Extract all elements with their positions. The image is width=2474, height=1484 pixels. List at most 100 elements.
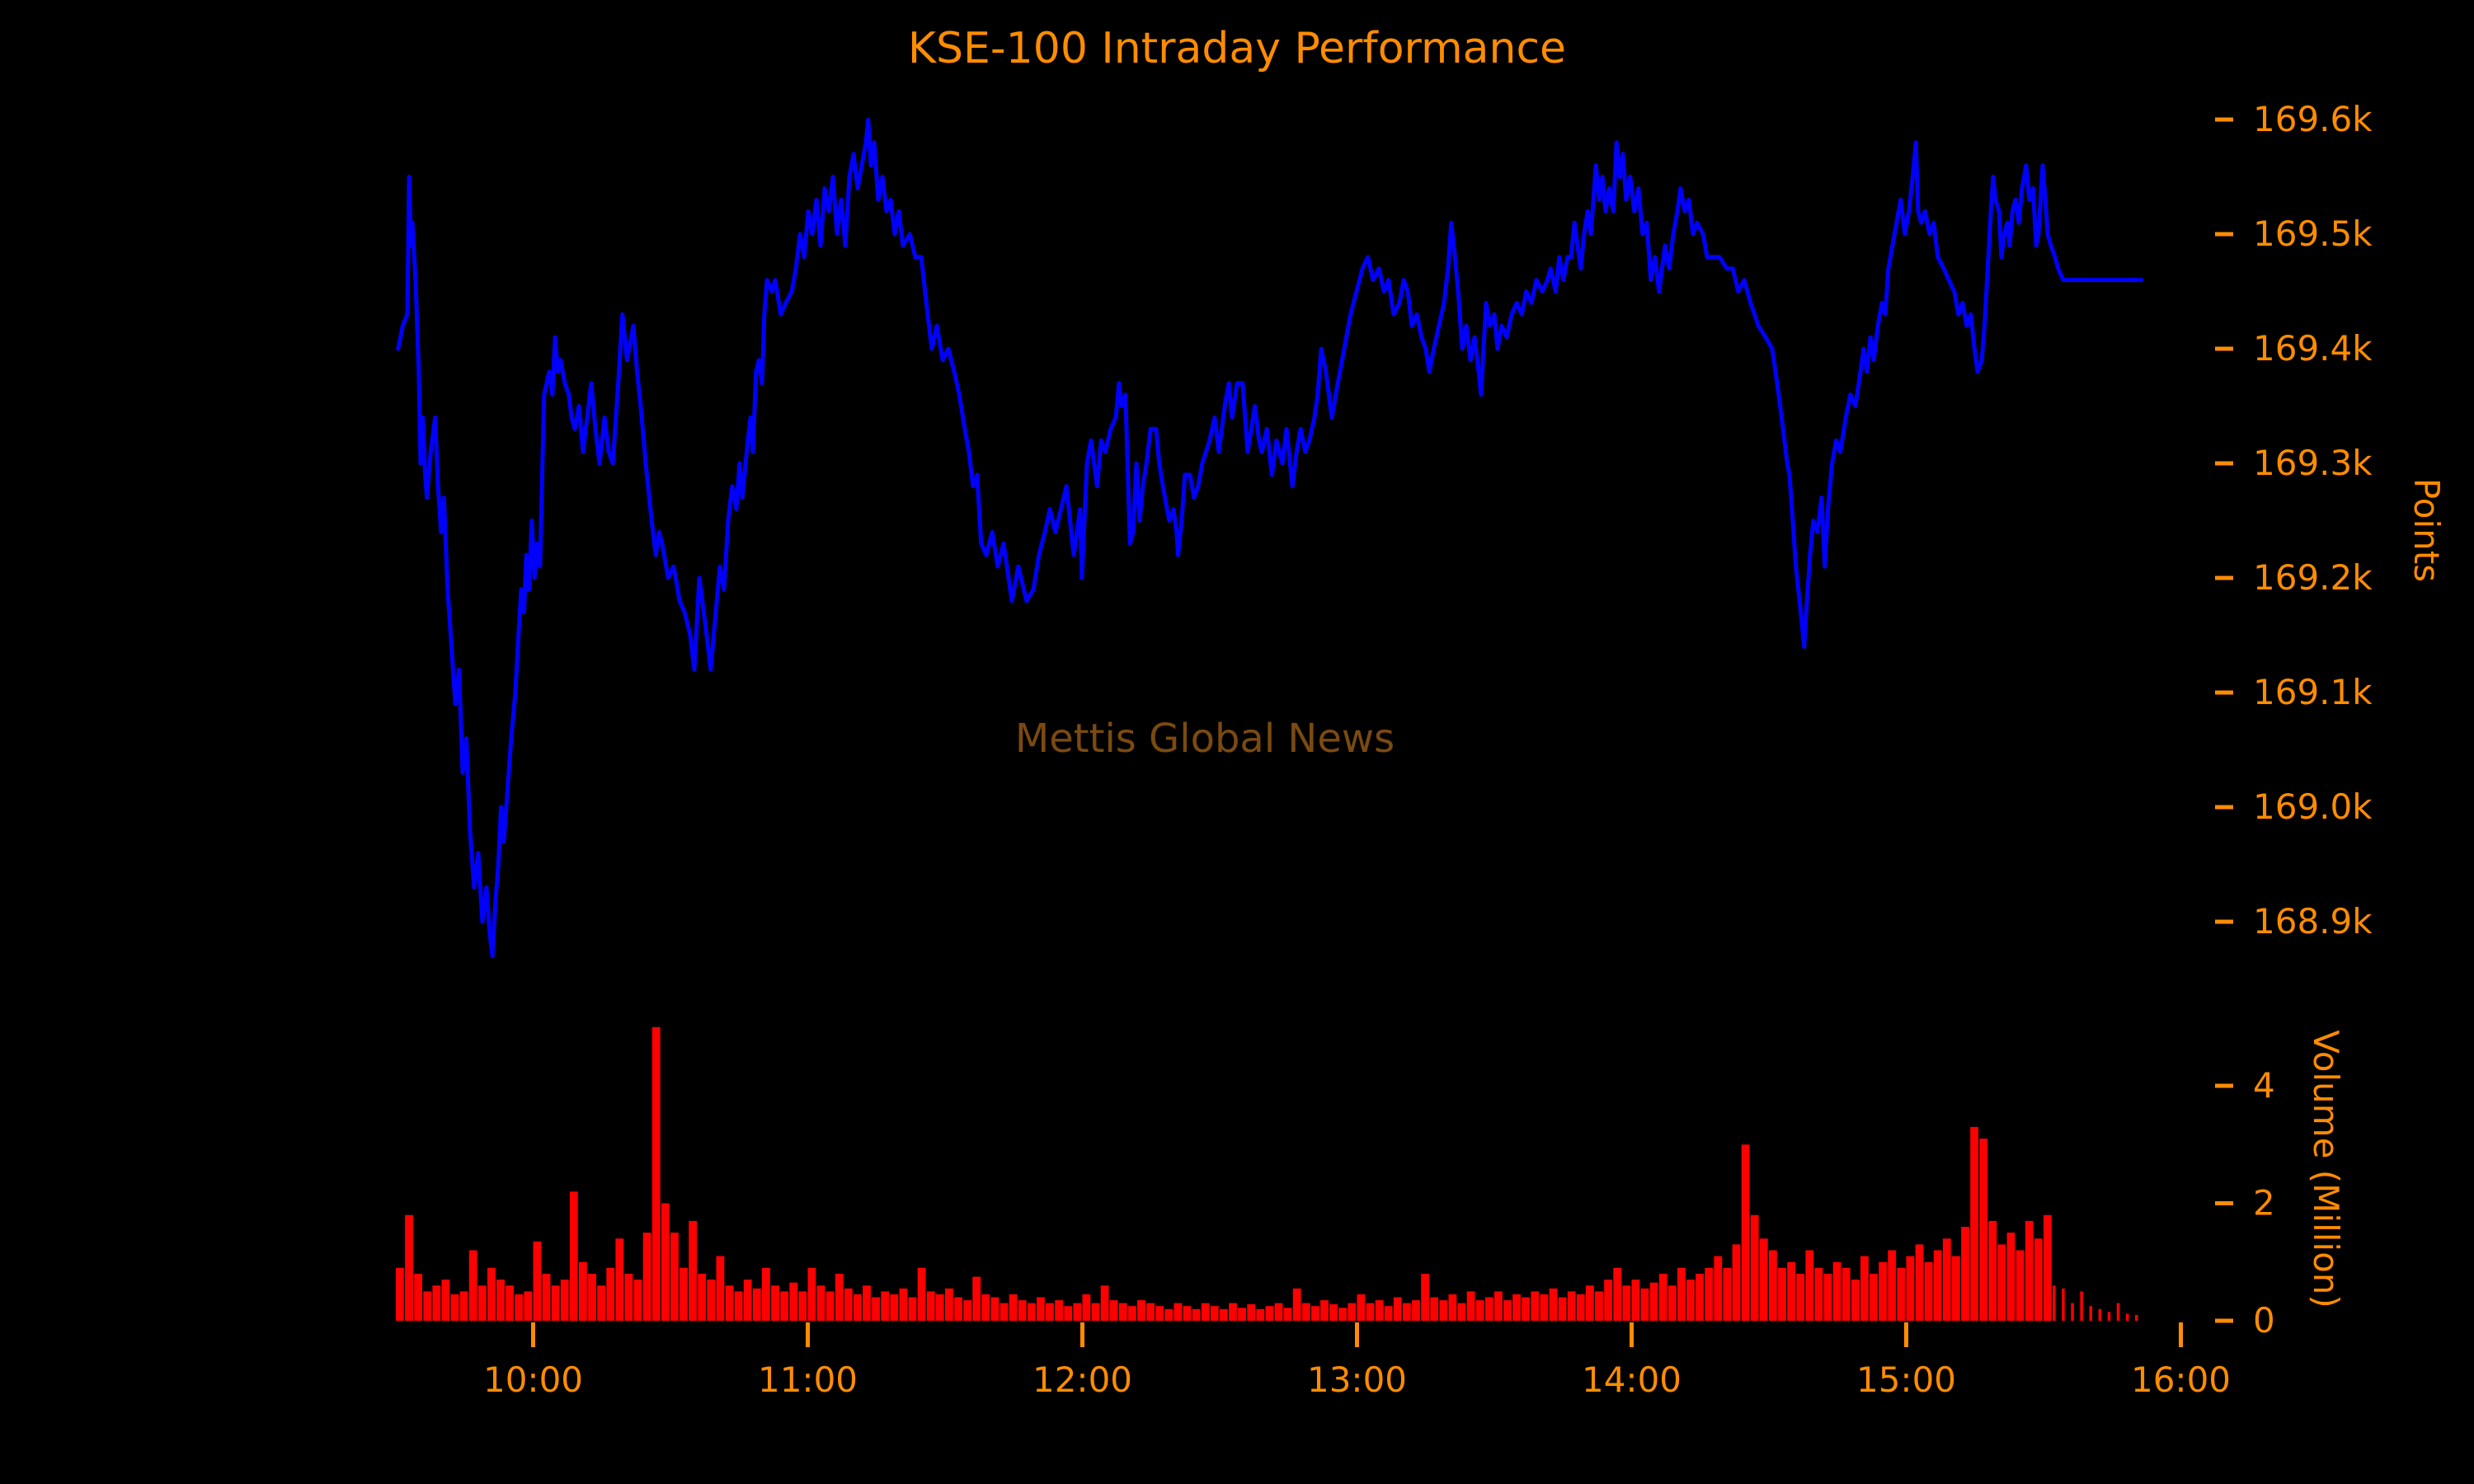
volume-bar — [2125, 1313, 2129, 1321]
volume-bar — [1649, 1282, 1658, 1321]
volume-bar — [423, 1291, 432, 1321]
volume-bar — [1137, 1300, 1145, 1321]
volume-bar — [1201, 1303, 1210, 1321]
volume-bar — [1192, 1308, 1201, 1322]
volume-bar — [1448, 1294, 1457, 1321]
volume-bar — [1723, 1267, 1732, 1321]
volume-bar — [945, 1288, 953, 1321]
volume-bar — [515, 1294, 524, 1321]
volume-bar — [1357, 1294, 1366, 1321]
volume-bar — [1915, 1244, 1924, 1321]
volume-bar — [935, 1294, 944, 1321]
price-y-tick-label: 169.2k — [2253, 557, 2373, 598]
volume-bar — [1667, 1285, 1677, 1322]
volume-bar — [1640, 1288, 1649, 1321]
volume-bar — [2015, 1250, 2025, 1321]
volume-bar — [1393, 1297, 1402, 1321]
volume-bar — [1082, 1294, 1091, 1321]
volume-bar — [1522, 1297, 1531, 1321]
volume-y-tick-label: 4 — [2253, 1065, 2275, 1106]
volume-bar — [1586, 1285, 1594, 1322]
volume-bar — [1979, 1139, 1988, 1321]
volume-bar — [1009, 1294, 1018, 1321]
volume-bar — [1348, 1303, 1357, 1321]
volume-bar — [1238, 1308, 1246, 1321]
x-axis-ticks: 10:00 11:00 12:00 13:00 14:00 15:00 16:00 — [483, 1322, 2231, 1400]
volume-bar — [1146, 1303, 1155, 1321]
volume-y-tick-label: 0 — [2253, 1300, 2275, 1341]
volume-bar — [1604, 1280, 1612, 1321]
volume-bar — [1631, 1280, 1640, 1321]
volume-bar — [1879, 1261, 1887, 1322]
volume-bar — [661, 1203, 670, 1321]
volume-bar — [560, 1280, 569, 1321]
volume-bar — [579, 1261, 587, 1322]
volume-bar — [1210, 1306, 1219, 1321]
volume-bar — [1705, 1267, 1714, 1321]
volume-bar — [477, 1285, 487, 1322]
volume-bar — [780, 1291, 788, 1321]
volume-bar — [1229, 1303, 1237, 1321]
volume-bar — [1274, 1303, 1283, 1321]
volume-bar — [414, 1274, 422, 1321]
volume-bar — [2053, 1285, 2056, 1322]
volume-bar — [1870, 1274, 1878, 1321]
volume-bar — [680, 1267, 688, 1321]
price-plot: 169.6k 169.5k 169.4k 169.3k 169.2k 169.1k 169.… — [396, 99, 2447, 959]
volume-bar — [1046, 1303, 1054, 1321]
x-tick-label: 15:00 — [1856, 1360, 1956, 1400]
volume-bar — [1823, 1274, 1832, 1321]
price-y-tick-label: 169.6k — [2253, 99, 2373, 139]
volume-bar — [899, 1288, 908, 1321]
volume-bar — [707, 1280, 716, 1321]
volume-bar — [789, 1282, 798, 1321]
volume-bar — [1787, 1261, 1795, 1322]
chart-title: KSE-100 Intraday Performance — [908, 24, 1566, 73]
volume-bar — [1759, 1238, 1768, 1322]
volume-bar — [1540, 1294, 1549, 1321]
volume-bar — [1174, 1303, 1183, 1321]
volume-bar — [1091, 1303, 1100, 1321]
volume-bar — [1027, 1303, 1036, 1321]
volume-bar — [1320, 1300, 1329, 1321]
price-y-tick-label: 169.4k — [2253, 328, 2373, 369]
volume-bar — [1503, 1300, 1512, 1321]
volume-bar — [1988, 1220, 1997, 1321]
volume-bar — [1576, 1294, 1585, 1321]
volume-bar — [1805, 1250, 1814, 1321]
volume-bar — [2135, 1314, 2138, 1321]
volume-bar — [816, 1285, 825, 1322]
volume-bar — [1155, 1306, 1164, 1321]
volume-bar — [835, 1274, 844, 1321]
volume-bar — [1512, 1294, 1521, 1321]
volume-bar — [459, 1291, 468, 1321]
volume-bar — [689, 1220, 697, 1321]
volume-bar — [1595, 1291, 1603, 1321]
x-tick-label: 11:00 — [758, 1360, 858, 1400]
volume-bar — [1375, 1300, 1384, 1321]
volume-bar — [854, 1294, 862, 1321]
volume-bar — [1888, 1250, 1897, 1321]
volume-bar — [1622, 1285, 1631, 1322]
volume-bar — [2025, 1220, 2034, 1321]
volume-bar — [2116, 1303, 2120, 1321]
volume-bar — [533, 1241, 542, 1321]
volume-bar — [698, 1274, 707, 1321]
volume-bar — [1403, 1303, 1411, 1321]
volume-bar — [487, 1267, 496, 1321]
volume-bar — [588, 1274, 596, 1321]
volume-bar — [1741, 1144, 1750, 1322]
volume-bar — [972, 1276, 981, 1321]
volume-bar — [1430, 1297, 1439, 1321]
volume-bar — [1475, 1300, 1484, 1321]
volume-bar — [1073, 1303, 1082, 1321]
price-y-tick-label: 169.3k — [2253, 443, 2373, 483]
volume-bar — [606, 1267, 615, 1321]
volume-bars-group — [396, 1026, 2138, 1322]
volume-bar — [1494, 1291, 1503, 1321]
volume-bar — [1265, 1306, 1274, 1321]
price-y-tick-label: 169.1k — [2253, 672, 2373, 712]
volume-bar — [1897, 1267, 1906, 1321]
volume-bar — [1366, 1303, 1375, 1321]
